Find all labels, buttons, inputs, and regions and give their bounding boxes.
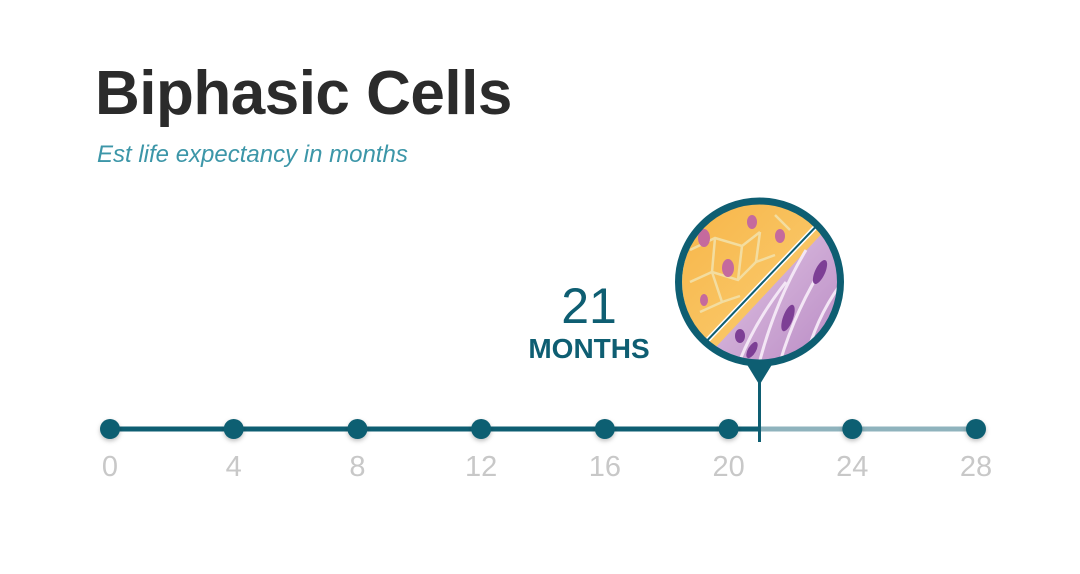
- timeline-dot: [347, 419, 368, 439]
- timeline-tick-labels: 0 4 8 12 16 20 24 28: [102, 451, 992, 483]
- marker-ring: [675, 197, 844, 367]
- timeline-dots: [100, 419, 986, 439]
- tick-label: 4: [226, 451, 242, 483]
- chart-title: Biphasic Cells: [95, 59, 512, 128]
- tick-label: 12: [465, 451, 497, 483]
- cell-illustration: [682, 202, 842, 362]
- tick-label: 16: [589, 451, 621, 483]
- chart-subtitle: Est life expectancy in months: [97, 141, 408, 168]
- tick-label: 8: [349, 451, 365, 483]
- tick-label: 24: [836, 451, 868, 483]
- timeline-dot: [471, 419, 492, 439]
- marker-unit: MONTHS: [528, 333, 650, 364]
- value-marker: [675, 197, 844, 442]
- timeline-dot: [594, 419, 615, 439]
- epithelioid-nuclei: [698, 215, 785, 306]
- timeline-dot: [966, 419, 986, 439]
- tick-label: 20: [712, 451, 744, 483]
- marker-value: 21: [561, 278, 617, 334]
- sarcomatoid-cells-area: [702, 212, 842, 362]
- timeline-dot: [718, 419, 739, 439]
- tick-label: 0: [102, 451, 118, 483]
- timeline-dot: [842, 419, 863, 439]
- cell-type-divider-line: [699, 215, 827, 349]
- timeline-dot: [223, 419, 244, 439]
- timeline-dot: [100, 419, 120, 439]
- tick-label: 28: [960, 451, 992, 483]
